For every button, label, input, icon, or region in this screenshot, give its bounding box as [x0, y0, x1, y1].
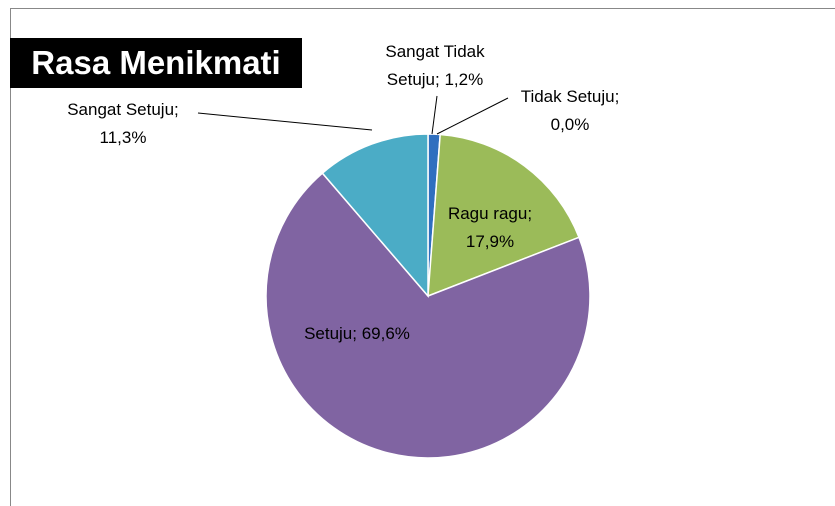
leader-line — [197, 112, 373, 131]
slice-category: Ragu ragu — [447, 204, 528, 223]
pie-slice — [265, 172, 591, 459]
slice-value: 17,9% — [465, 232, 515, 251]
slice-label: Sangat Setuju; 11,3% — [67, 100, 179, 147]
leader-line — [431, 95, 438, 135]
chart-title: Rasa Menikmati — [10, 38, 302, 88]
slice-category: Sangat Tidak Setuju — [385, 42, 485, 89]
slice-category: Setuju — [304, 324, 353, 343]
slice-label: Sangat Tidak Setuju; 1,2% — [385, 42, 485, 89]
pie-slice — [427, 133, 580, 298]
leader-line — [436, 97, 509, 135]
slice-value: 1,2% — [444, 70, 484, 89]
slice-value: 69,6% — [361, 324, 410, 343]
slice-category: Sangat Setuju — [67, 100, 175, 119]
slice-category: Tidak Setuju — [520, 87, 615, 106]
slice-value: 11,3% — [99, 128, 147, 147]
slices — [265, 133, 591, 459]
chart-frame — [10, 8, 835, 506]
pie-slice — [321, 133, 429, 299]
slice-value: 0,0% — [550, 115, 590, 134]
leaders — [197, 95, 509, 135]
slice-label: Ragu ragu; 17,9% — [447, 204, 533, 251]
slice-label: Setuju; 69,6% — [304, 324, 410, 343]
slice-label: Tidak Setuju; 0,0% — [520, 87, 620, 134]
